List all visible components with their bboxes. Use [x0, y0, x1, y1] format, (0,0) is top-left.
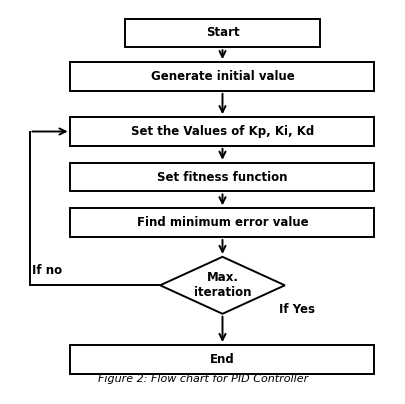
Text: Generate initial value: Generate initial value	[150, 70, 294, 83]
Text: Set the Values of Kp, Ki, Kd: Set the Values of Kp, Ki, Kd	[130, 125, 313, 138]
FancyBboxPatch shape	[70, 62, 373, 90]
FancyBboxPatch shape	[70, 163, 373, 191]
Text: Start: Start	[205, 26, 239, 39]
Text: Max.
iteration: Max. iteration	[193, 271, 251, 299]
Text: If Yes: If Yes	[278, 303, 314, 316]
FancyBboxPatch shape	[70, 117, 373, 146]
Text: Set fitness function: Set fitness function	[157, 170, 287, 183]
FancyBboxPatch shape	[125, 19, 319, 47]
FancyBboxPatch shape	[70, 208, 373, 237]
Text: If no: If no	[32, 264, 62, 277]
FancyBboxPatch shape	[70, 345, 373, 374]
Text: Find minimum error value: Find minimum error value	[136, 216, 307, 229]
Polygon shape	[160, 257, 284, 314]
Text: Figure 2: Flow chart for PID Controller: Figure 2: Flow chart for PID Controller	[98, 374, 307, 384]
Text: End: End	[210, 353, 234, 366]
